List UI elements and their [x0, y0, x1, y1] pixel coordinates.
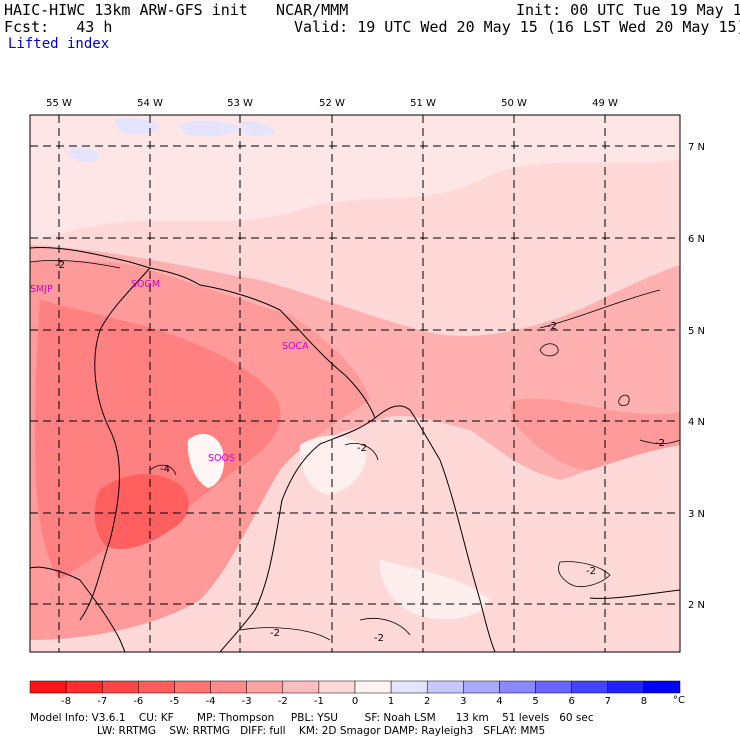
lon-label: 54 W — [137, 98, 163, 109]
colorbar-level-label: 8 — [641, 696, 647, 707]
lat-label: 4 N — [688, 417, 705, 428]
lon-label: 50 W — [501, 98, 527, 109]
plot-frame — [29, 114, 681, 653]
lat-labels: 7 N 6 N 5 N 4 N 3 N 2 N — [688, 142, 705, 611]
colorbar-level-label: -3 — [242, 696, 252, 707]
contour-label: -2 — [55, 260, 65, 271]
colorbar-swatch — [282, 680, 320, 694]
colorbar-swatch — [65, 680, 103, 694]
init-time: Init: 00 UTC Tue 19 May 15 — [516, 1, 740, 19]
colorbar-level-label: 3 — [460, 696, 466, 707]
lon-label: 55 W — [46, 98, 72, 109]
lon-label: 49 W — [592, 98, 618, 109]
lat-label: 6 N — [688, 234, 705, 245]
colorbar-level-label: 1 — [388, 696, 394, 707]
contour-label: -2 — [374, 633, 384, 644]
contour-lines — [30, 259, 680, 641]
colorbar-level-label: 6 — [568, 696, 574, 707]
colorbar-swatch — [174, 680, 211, 694]
coastline-and-borders — [30, 246, 680, 652]
colorbar-level-label: -4 — [206, 696, 216, 707]
contour-label: -2 — [357, 443, 367, 454]
lat-label: 7 N — [688, 142, 705, 153]
lat-lon-grid — [30, 115, 680, 652]
colorbar-level-label: 5 — [532, 696, 538, 707]
lon-label: 52 W — [319, 98, 345, 109]
colorbar-swatch — [463, 680, 500, 694]
colorbar — [29, 680, 681, 694]
colorbar-swatch — [499, 680, 536, 694]
lat-label: 5 N — [688, 326, 705, 337]
lon-label: 51 W — [410, 98, 436, 109]
station-sogm: SOGM — [131, 279, 160, 290]
contour-label: -2 — [270, 628, 280, 639]
colorbar-level-label: -8 — [61, 696, 71, 707]
shaded-field — [30, 115, 680, 652]
colorbar-level-label: -2 — [278, 696, 288, 707]
colorbar-swatch — [390, 680, 428, 694]
model-title: HAIC-HIWC 13km ARW-GFS init — [4, 1, 248, 19]
contour-value-labels: -2 -2 -2 -2 -2 -4 -2 -2 -2 — [55, 260, 665, 644]
footer-model-info: Model Info: V3.6.1 CU: KF MP: Thompson P… — [30, 712, 594, 724]
colorbar-swatch — [101, 680, 139, 694]
colorbar-swatch — [643, 680, 681, 694]
colorbar-swatch — [29, 680, 67, 694]
lat-label: 3 N — [688, 509, 705, 520]
colorbar-swatch — [426, 680, 464, 694]
org-label: NCAR/MMM — [276, 1, 349, 19]
colorbar-level-label: 7 — [605, 696, 611, 707]
colorbar-level-label: -7 — [97, 696, 107, 707]
contour-label: -2 — [547, 321, 557, 332]
contour-label: -2 — [586, 566, 596, 577]
colorbar-swatch — [138, 680, 175, 694]
station-smjp: SMJP — [30, 284, 53, 295]
colorbar-level-label: -5 — [169, 696, 179, 707]
station-soos: SOOS — [208, 453, 235, 464]
lat-label: 2 N — [688, 600, 705, 611]
lon-label: 53 W — [227, 98, 253, 109]
colorbar-swatch — [535, 680, 572, 694]
footer-physics-info: LW: RRTMG SW: RRTMG DIFF: full KM: 2D Sm… — [97, 725, 546, 737]
colorbar-swatch — [246, 680, 284, 694]
contour-label: -2 — [655, 438, 665, 449]
colorbar-swatch — [354, 680, 392, 694]
valid-time: Valid: 19 UTC Wed 20 May 15 (16 LST Wed … — [294, 18, 740, 36]
colorbar-swatch — [571, 680, 609, 694]
station-soca: SOCA — [282, 341, 309, 352]
colorbar-level-label: -1 — [314, 696, 324, 707]
colorbar-level-label: -6 — [133, 696, 143, 707]
station-labels: SMJP SOGM SOCA SOOS — [30, 279, 309, 464]
colorbar-level-label: 2 — [424, 696, 430, 707]
lon-labels: 55 W 54 W 53 W 52 W 51 W 50 W 49 W — [46, 98, 618, 109]
colorbar-unit: °C — [673, 695, 685, 706]
colorbar-labels: -8 -7 -6 -5 -4 -3 -2 -1 0 1 2 3 4 5 6 7 8 — [61, 696, 647, 707]
colorbar-level-label: 0 — [352, 696, 358, 707]
colorbar-swatch — [210, 680, 247, 694]
field-name: Lifted index — [8, 36, 110, 52]
contour-label: -4 — [160, 464, 170, 475]
colorbar-swatch — [318, 680, 356, 694]
forecast-hour: Fcst: 43 h — [4, 18, 113, 36]
colorbar-level-label: 4 — [496, 696, 502, 707]
colorbar-swatch — [607, 680, 645, 694]
